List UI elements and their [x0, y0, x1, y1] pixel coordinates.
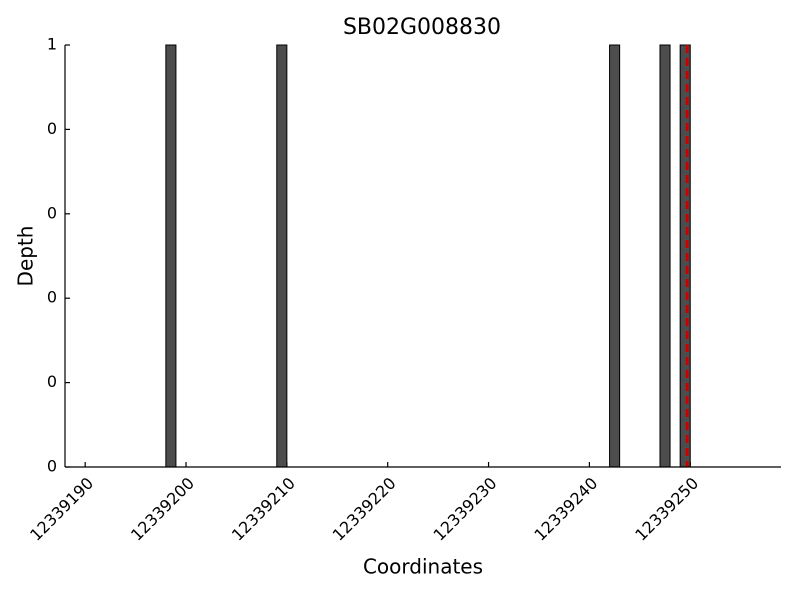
x-tick-label: 12339220 — [329, 474, 400, 545]
x-tick-label: 12339200 — [127, 474, 198, 545]
y-axis-label: Depth — [14, 226, 38, 287]
bar — [679, 44, 691, 468]
x-tick-label: 12339230 — [430, 474, 501, 545]
chart-title: SB02G008830 — [343, 15, 501, 40]
bar — [659, 44, 671, 468]
y-tick-label: 0 — [47, 203, 57, 222]
y-tick-label: 1 — [47, 35, 57, 54]
x-tick-label: 12339250 — [631, 474, 702, 545]
y-tick-label: 0 — [47, 119, 57, 138]
y-tick-label: 0 — [47, 457, 57, 476]
bar — [165, 44, 177, 468]
x-tick-label: 12339240 — [530, 474, 601, 545]
y-tick-label: 0 — [47, 372, 57, 391]
x-axis-label: Coordinates — [363, 555, 483, 579]
bar — [609, 44, 621, 468]
x-tick-label: 12339190 — [26, 474, 97, 545]
x-tick-label: 12339210 — [228, 474, 299, 545]
bar — [276, 44, 288, 468]
y-tick-label: 0 — [47, 288, 57, 307]
